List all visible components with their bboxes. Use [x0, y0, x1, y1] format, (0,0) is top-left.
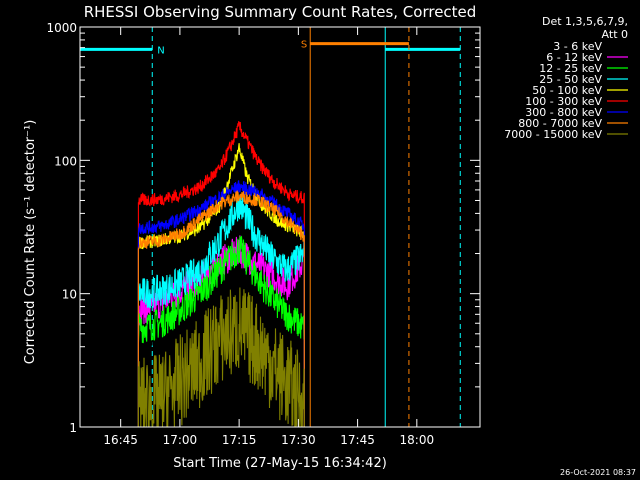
y-tick-label: 10 — [62, 288, 77, 302]
legend-header-attenuator: Att 0 — [602, 28, 628, 41]
y-tick-label: 1000 — [46, 21, 77, 35]
y-axis-ticks: 1 10 100 1000 — [46, 21, 480, 435]
saa-label: S — [301, 40, 307, 51]
saa-intervals: S — [301, 27, 410, 427]
series-lines — [137, 121, 305, 428]
series-line-3 — [137, 235, 305, 427]
x-axis-ticks: 16:45 17:00 17:15 17:30 17:45 18:00 — [103, 27, 434, 447]
legend-label: 7000 - 15000 keV — [504, 128, 602, 141]
axes-frame — [79, 26, 481, 428]
x-tick-label: 16:45 — [103, 433, 138, 447]
legend-header-detectors: Det 1,3,5,6,7,9, — [542, 15, 628, 28]
legend-label: 800 - 7000 keV — [518, 117, 602, 130]
y-tick-label: 1 — [69, 421, 77, 435]
legend-label: 25 - 50 keV — [539, 73, 602, 86]
x-tick-label: 17:15 — [222, 433, 257, 447]
legend-label: 3 - 6 keV — [553, 40, 602, 53]
series-line-6 — [137, 121, 305, 427]
y-tick-label: 100 — [54, 154, 77, 168]
legend-label: 300 - 800 keV — [525, 106, 602, 119]
legend-label: 50 - 100 keV — [532, 84, 602, 97]
legend-label: 6 - 12 keV — [546, 51, 602, 64]
legend-label: 12 - 25 keV — [539, 62, 602, 75]
series-line-4 — [137, 194, 305, 427]
x-tick-label: 17:45 — [340, 433, 375, 447]
series-line-9 — [137, 287, 305, 428]
x-tick-label: 17:00 — [163, 433, 198, 447]
series-line-8 — [137, 190, 305, 427]
x-axis-label: Start Time (27-May-15 16:34:42) — [173, 456, 387, 471]
timestamp: 26-Oct-2021 08:37 — [560, 468, 636, 477]
night-label: N — [157, 45, 164, 56]
y-axis-label: Corrected Count Rate (s⁻¹ detector⁻¹) — [23, 120, 38, 365]
chart-title: RHESSI Observing Summary Count Rates, Co… — [84, 3, 477, 21]
night-intervals: N — [80, 27, 461, 427]
x-tick-label: 17:30 — [281, 433, 316, 447]
x-tick-label: 18:00 — [400, 433, 435, 447]
legend-label: 100 - 300 keV — [525, 95, 602, 108]
